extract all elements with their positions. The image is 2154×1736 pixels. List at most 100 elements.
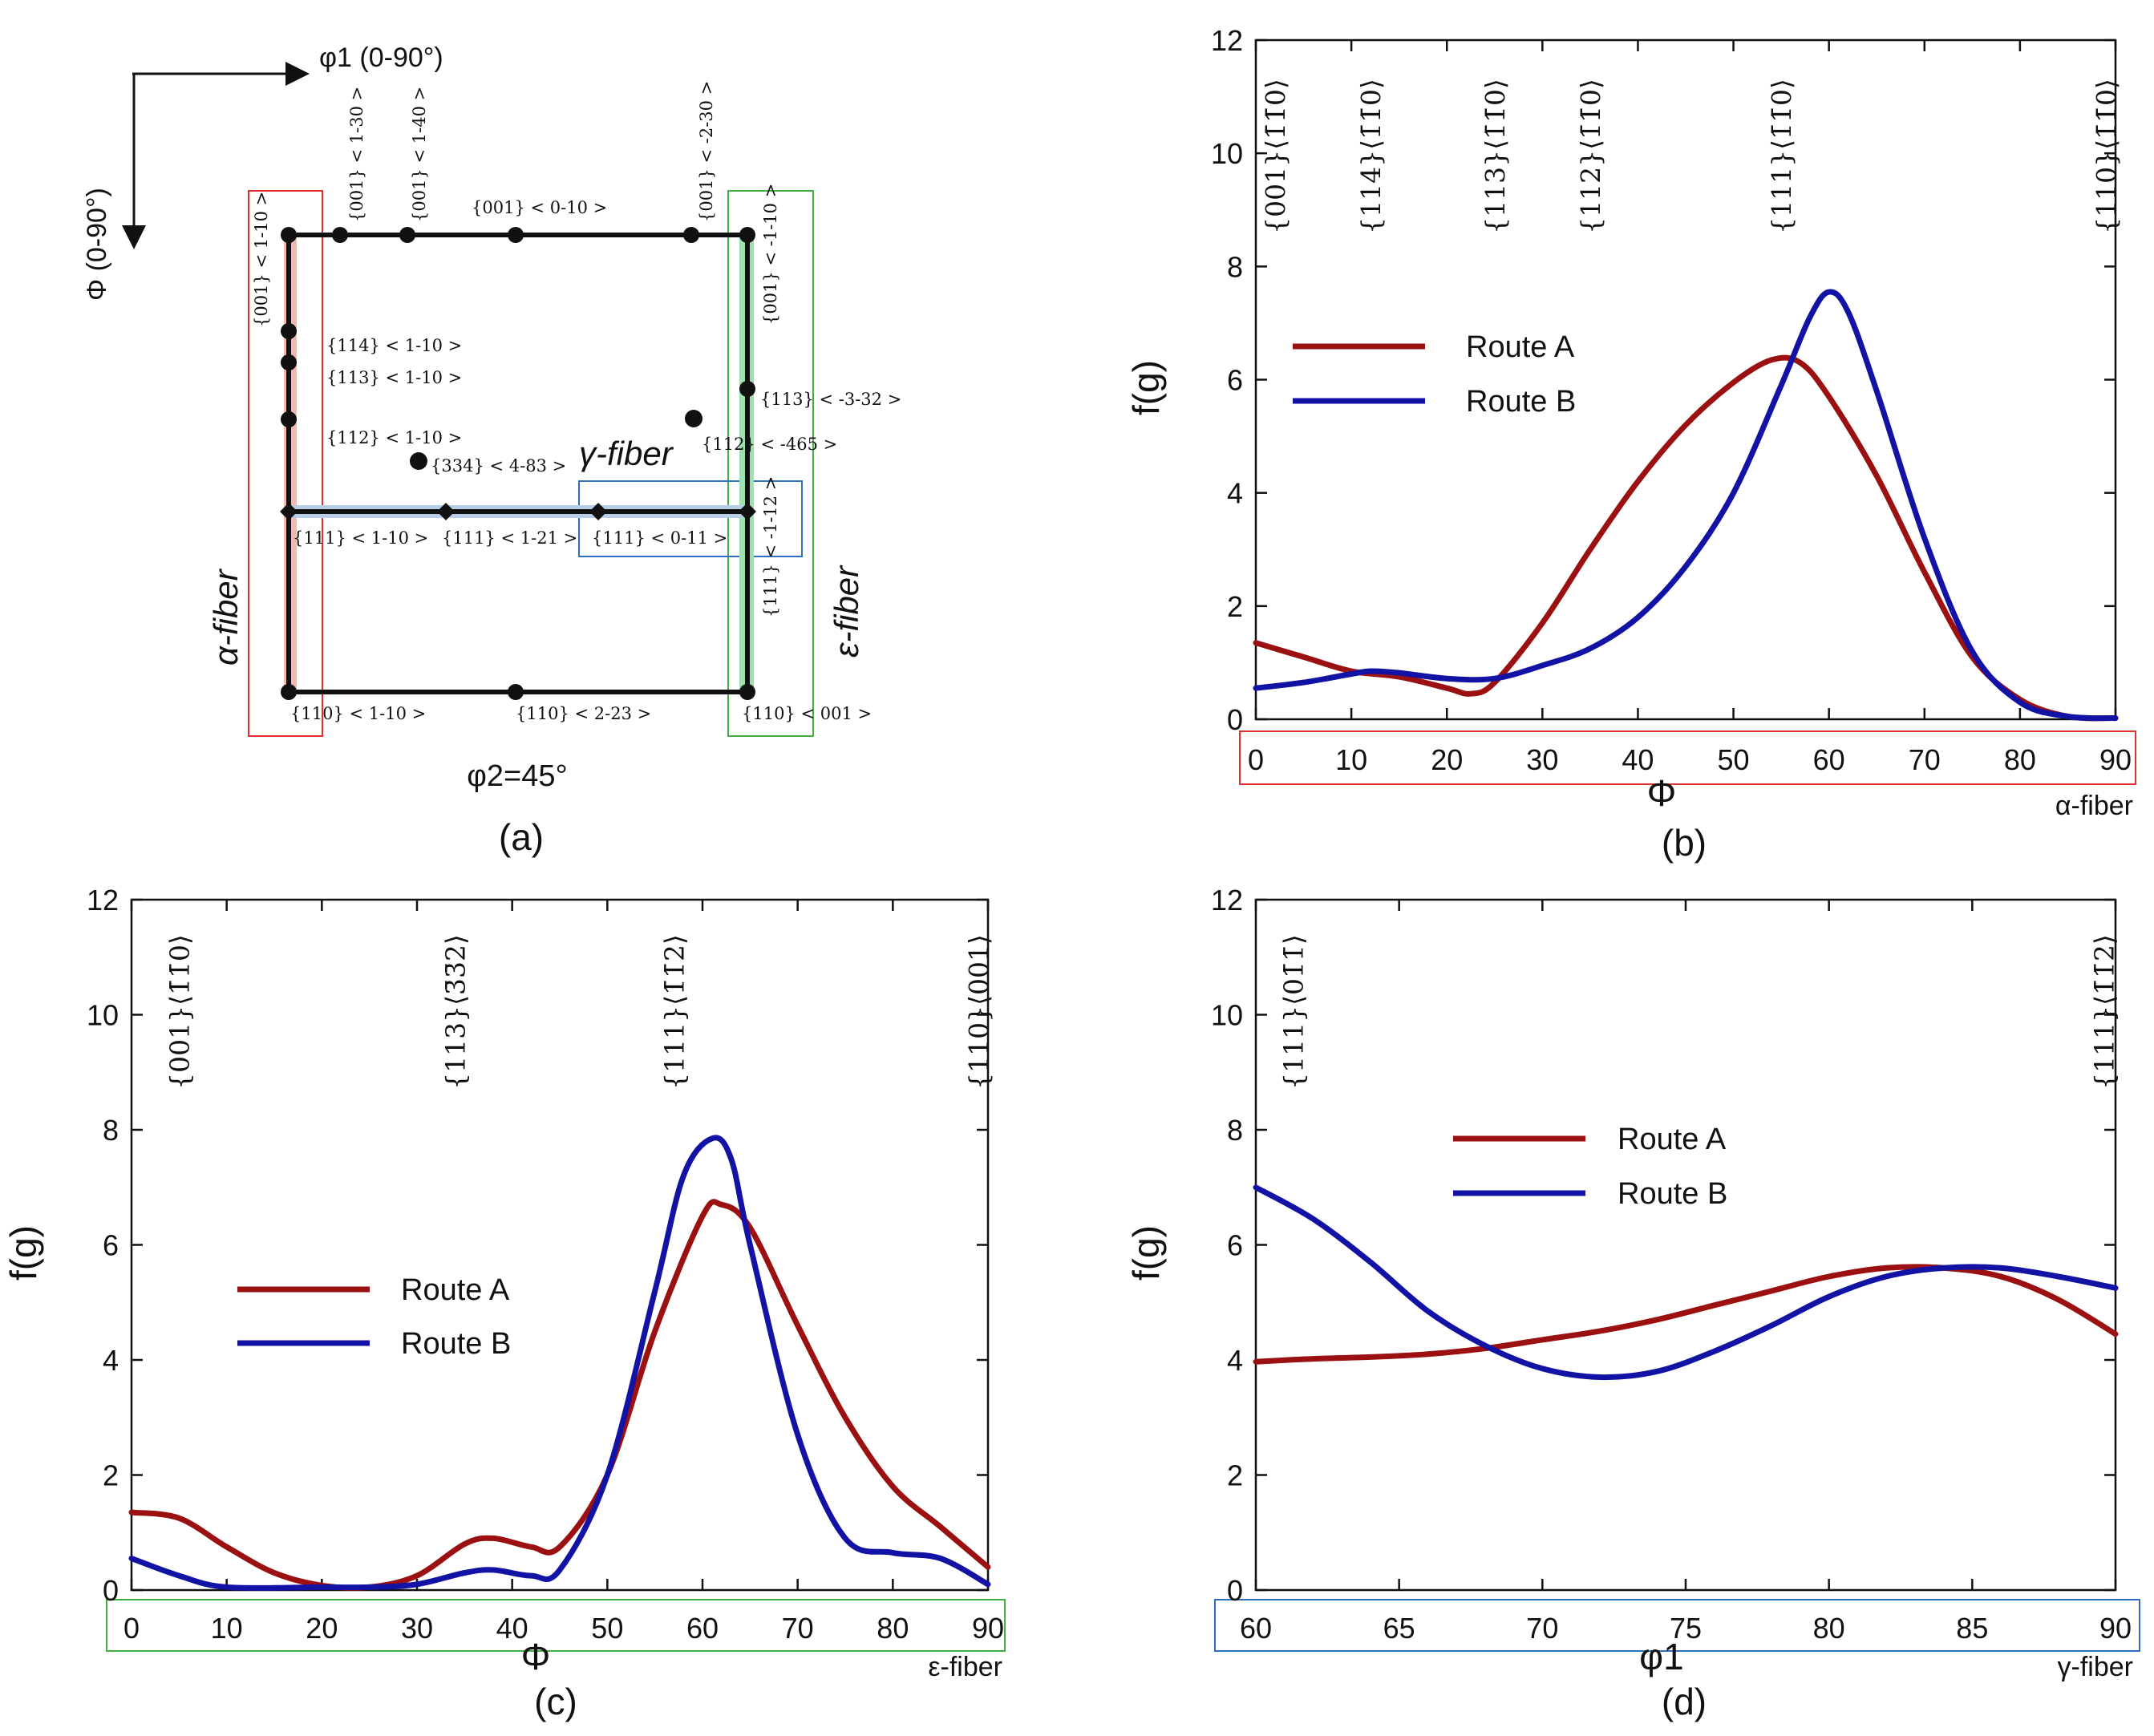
x-tick-label: 10: [1335, 743, 1367, 776]
y-tick-label: 0: [103, 1574, 119, 1607]
section-label: φ2=45°: [467, 759, 567, 793]
Phi-label: Φ (0-90°): [82, 188, 112, 301]
series-line: [128, 1135, 991, 1591]
x-axis-label: Φ: [521, 1636, 551, 1677]
x-tick-label: 80: [1813, 1612, 1845, 1645]
orientation-label: {111}⟨1̄1̄0⟩: [1766, 79, 1797, 234]
x-tick-label: 30: [1526, 743, 1558, 776]
y-tick-label: 2: [1227, 1459, 1243, 1492]
x-axis-highlight-box: [1239, 730, 2136, 785]
legend-label: Route B: [401, 1327, 511, 1361]
y-tick-label: 2: [1227, 590, 1243, 623]
orientation-label: {111}⟨1̄1̄2⟩: [2089, 934, 2120, 1090]
x-tick-label: 90: [2099, 743, 2132, 776]
phi1-label: φ1 (0-90°): [319, 42, 443, 73]
y-tick-label: 2: [103, 1459, 119, 1492]
fiber-label: γ-fiber: [2058, 1652, 2133, 1682]
y-axis-label: f(g): [2, 1225, 44, 1281]
y-tick-label: 4: [1227, 477, 1243, 510]
y-tick-label: 8: [103, 1114, 119, 1147]
x-axis-highlight-box: [1214, 1599, 2140, 1652]
alpha-fiber-box: [248, 190, 323, 737]
panel-b-chart: 0 2 4 6 8 10 12 0 10 20 30 40 50 60 70 80 90 f(g) Φ α-fiber…: [1125, 24, 2136, 864]
node-label: {114} < 1-10 >: [326, 336, 462, 355]
y-tick-label: 4: [1227, 1344, 1243, 1377]
x-tick-label: 30: [401, 1612, 433, 1645]
node-label: {113} < -3-32 >: [760, 390, 901, 409]
y-tick-label: 0: [1227, 1574, 1243, 1607]
y-tick-label: 12: [87, 884, 119, 917]
orientation-label: {110}⟨001⟩: [963, 934, 994, 1090]
node-label: {111} < -1-12 >: [761, 476, 780, 617]
panel-a-label: (a): [499, 816, 544, 858]
panel-label: (d): [1662, 1681, 1707, 1722]
x-tick-label: 75: [1670, 1612, 1702, 1645]
x-tick-label: 70: [782, 1612, 814, 1645]
legend-label: Route B: [1466, 385, 1576, 419]
x-tick-label: 40: [1622, 743, 1654, 776]
x-tick-label: 85: [1956, 1612, 1988, 1645]
orientation-label: {001}⟨1̄1̄0⟩: [1260, 79, 1291, 234]
node-label: {001} < 1-40 >: [410, 87, 429, 222]
orientation-label: {113}⟨1̄1̄0⟩: [1480, 79, 1511, 234]
node-label: {001} < -2-30 >: [697, 81, 716, 222]
gamma-fiber-box: [578, 480, 803, 557]
orientation-dots: [280, 227, 756, 700]
legend-label: Route A: [1466, 330, 1575, 364]
node-label: {112} < 1-10 >: [326, 428, 462, 447]
y-axis-label: f(g): [1125, 360, 1167, 415]
panel-label: (c): [534, 1681, 577, 1722]
panel-d-chart: 0 2 4 6 8 10 12 60 65 70 75 80 85 90 f(g) φ1 γ-fiber (d) {…: [1125, 884, 2140, 1722]
panel-a-diagram: φ1 (0-90°) Φ (0-90°) {001} < 1-10 > {001…: [82, 42, 901, 858]
y-tick-label: 12: [1211, 884, 1243, 917]
node-label: {111} < 1-10 >: [293, 528, 428, 548]
y-tick-label: 8: [1227, 250, 1243, 283]
series-line: [1253, 289, 2119, 722]
y-tick-label: 4: [103, 1344, 119, 1377]
x-axis-label: φ1: [1639, 1636, 1683, 1677]
y-tick-label: 6: [1227, 364, 1243, 397]
series-line: [1253, 1184, 2119, 1381]
x-tick-label: 10: [211, 1612, 243, 1645]
panel-c-chart: 0 2 4 6 8 10 12 0 10 20 30 40 50 60 70 80 90 f(g) Φ ε-fiber…: [2, 884, 1006, 1722]
y-tick-label: 6: [103, 1229, 119, 1262]
orientation-label: {113}⟨3̄3̄2⟩: [439, 934, 471, 1090]
epsilon-fiber-label: ε-fiber: [828, 565, 865, 658]
x-tick-label: 20: [306, 1612, 338, 1645]
x-tick-label: 40: [496, 1612, 528, 1645]
orientation-label: {112}⟨1̄1̄0⟩: [1575, 79, 1606, 234]
x-tick-label: 0: [123, 1612, 140, 1645]
x-tick-label: 65: [1383, 1612, 1415, 1645]
x-tick-label: 50: [1718, 743, 1750, 776]
node-label: {001} < 1-10 >: [252, 192, 271, 327]
x-axis-highlight-box: [106, 1599, 1006, 1652]
plot-frame: [1254, 898, 2117, 1592]
x-tick-label: 70: [1526, 1612, 1558, 1645]
x-tick-label: 0: [1248, 743, 1264, 776]
y-tick-label: 0: [1227, 703, 1243, 736]
orientation-label: {001}⟨1̄1̄0⟩: [164, 934, 195, 1090]
gamma-fiber-label: γ-fiber: [579, 435, 674, 472]
series-line: [1253, 1264, 2119, 1365]
node-label: {111} < 0-11 >: [592, 528, 727, 548]
x-tick-label: 50: [591, 1612, 623, 1645]
legend-label: Route A: [1618, 1123, 1727, 1156]
orientation-labels: {001} < 1-10 > {001} < 1-30 > {001} < 1-…: [252, 81, 901, 723]
orientation-label: {110}⟨1̄1̄0⟩: [2091, 79, 2122, 234]
x-tick-label: 90: [972, 1612, 1004, 1645]
node-label: {113} < 1-10 >: [326, 368, 462, 387]
y-tick-label: 10: [1211, 999, 1243, 1032]
orientation-label: {114}⟨1̄1̄0⟩: [1355, 79, 1387, 234]
y-tick-label: 10: [1211, 137, 1243, 170]
epsilon-fiber-box: [727, 190, 814, 737]
x-tick-label: 70: [1909, 743, 1941, 776]
series-line: [1253, 354, 2119, 722]
plot-frame: [130, 898, 990, 1592]
x-tick-label: 80: [2004, 743, 2036, 776]
fiber-label: α-fiber: [2055, 791, 2133, 821]
y-tick-label: 12: [1211, 24, 1243, 57]
node-label: {110} < 001 >: [742, 704, 872, 723]
alpha-fiber-label: α-fiber: [207, 568, 245, 666]
legend-label: Route B: [1618, 1177, 1727, 1211]
